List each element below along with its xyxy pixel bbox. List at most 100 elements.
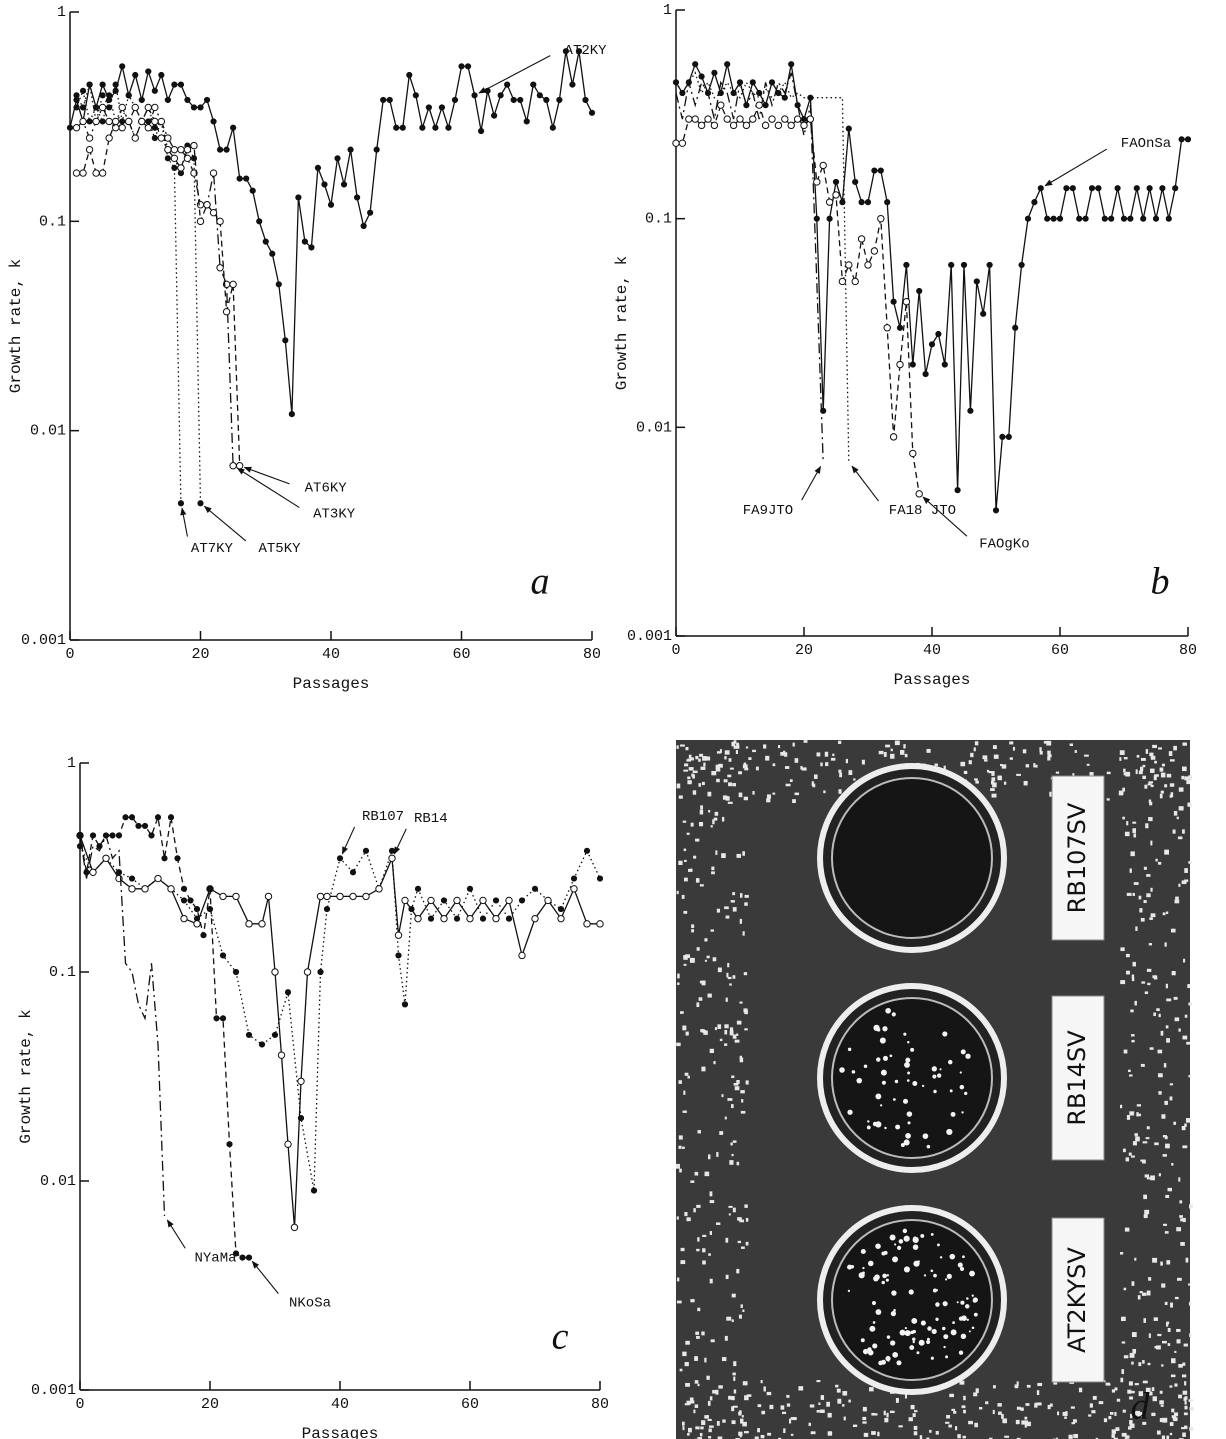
photo-grain [813, 774, 818, 779]
photo-grain [1129, 1420, 1133, 1425]
photo-grain [701, 781, 705, 786]
photo-grain [974, 1422, 978, 1428]
photo-grain [1026, 1384, 1031, 1388]
plaque [912, 1340, 915, 1344]
photo-grain [1124, 831, 1130, 837]
photo-grain [1050, 1403, 1053, 1407]
photo-grain [1111, 1429, 1116, 1434]
photo-grain [686, 832, 690, 835]
photo-grain [1088, 1414, 1092, 1417]
data-point [491, 112, 498, 119]
photo-grain [1171, 1415, 1177, 1419]
plaque [903, 1139, 910, 1146]
plaque [881, 1080, 886, 1085]
photo-grain [1129, 1352, 1135, 1358]
plaque [893, 1309, 896, 1312]
photo-grain [1120, 947, 1125, 952]
photo-grain [1139, 1291, 1143, 1294]
photo-grain [1183, 1425, 1188, 1429]
photo-grain [726, 1316, 732, 1321]
photo-grain [1175, 896, 1179, 900]
plaque [900, 1142, 905, 1147]
photo-grain [904, 1393, 907, 1399]
photo-grain [678, 1135, 683, 1140]
photo-grain [1184, 1014, 1188, 1018]
data-point [954, 487, 961, 494]
photo-grain [677, 973, 680, 979]
photo-grain [714, 811, 719, 816]
photo-grain [685, 1031, 689, 1036]
photo-grain [708, 1436, 712, 1439]
data-point [105, 134, 113, 142]
photo-grain [681, 1421, 685, 1426]
photo-grain [1171, 1408, 1175, 1413]
data-point [232, 892, 240, 901]
series-line [675, 62, 1188, 511]
photo-grain [1154, 774, 1159, 777]
photo-grain [783, 1428, 786, 1434]
data-point [1101, 215, 1108, 222]
photo-grain [1178, 1364, 1183, 1368]
data-point [239, 1254, 246, 1261]
photo-grain [1120, 980, 1126, 985]
photo-grain [798, 1386, 804, 1391]
data-point [845, 261, 853, 269]
photo-grain [728, 1205, 733, 1208]
photo-grain [707, 791, 712, 797]
data-point [698, 73, 705, 80]
photo-grain [1161, 1283, 1166, 1288]
photo-grain [959, 1380, 965, 1385]
data-point [203, 201, 211, 209]
photo-grain [991, 777, 996, 782]
photo-grain [993, 1385, 996, 1389]
data-point [1127, 215, 1134, 222]
plate-inner [831, 997, 993, 1159]
x-tick-label: 60 [1051, 642, 1069, 659]
data-point [1172, 185, 1179, 192]
plaque [858, 1272, 865, 1279]
photo-grain [1121, 1432, 1127, 1437]
photo-grain [853, 778, 856, 781]
photo-grain [1078, 1387, 1083, 1393]
photo-grain [792, 742, 795, 747]
photo-grain [1137, 1295, 1141, 1300]
data-point [536, 92, 543, 99]
data-point [1050, 215, 1057, 222]
data-point [781, 94, 788, 101]
photo-grain [1043, 740, 1049, 744]
data-point [858, 199, 865, 206]
data-point [445, 124, 452, 131]
photo-grain [1134, 1383, 1139, 1386]
annotation-arrow [251, 1260, 279, 1294]
data-point [729, 121, 738, 130]
data-point [723, 115, 731, 123]
photo-grain [715, 1389, 719, 1395]
photo-grain [783, 750, 786, 755]
photo-grain [698, 783, 701, 787]
data-point [200, 932, 207, 939]
photo-grain [710, 929, 714, 932]
photo-grain [1047, 756, 1051, 761]
data-point [164, 134, 172, 142]
photo-grain [1142, 775, 1146, 780]
photo-grain [785, 783, 791, 787]
data-point [118, 103, 126, 112]
photo-grain [1114, 1387, 1118, 1391]
photo-grain [722, 795, 728, 800]
data-point [125, 117, 133, 126]
photo-grain [715, 768, 721, 772]
data-point [556, 96, 563, 104]
photo-grain [733, 1389, 737, 1394]
data-point [106, 104, 113, 111]
photo-grain [676, 1042, 681, 1047]
data-point [119, 63, 126, 70]
photo-grain [1127, 1426, 1132, 1430]
data-point [672, 79, 680, 86]
photo-grain [729, 767, 734, 770]
plaque [913, 1236, 917, 1241]
photo-grain [1170, 1374, 1176, 1378]
photo-grain [827, 1412, 832, 1418]
photo-grain [1047, 1404, 1051, 1410]
plaque [951, 1329, 956, 1334]
photo-grain [1176, 1328, 1181, 1332]
